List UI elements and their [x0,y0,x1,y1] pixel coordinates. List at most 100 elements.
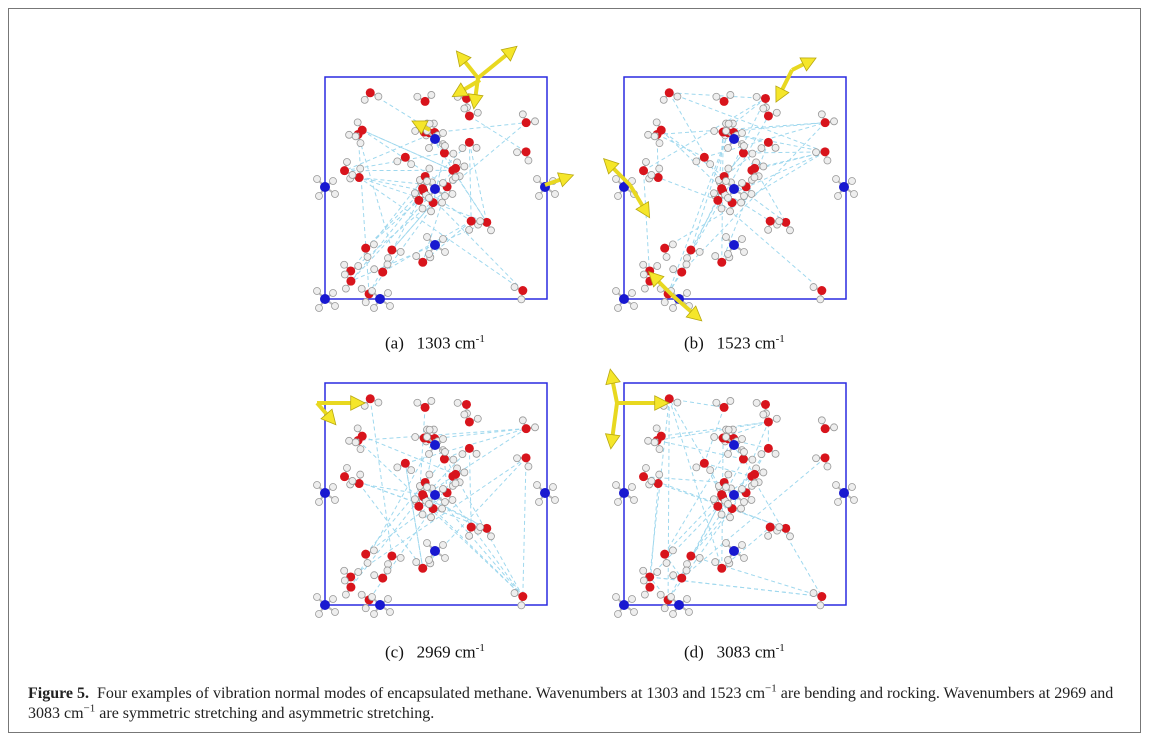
oxygen [665,88,674,97]
hydrogen [725,501,732,508]
oxygen [465,138,474,147]
hydrogen [371,305,378,312]
oxygen [686,551,695,560]
hydrogen [341,577,348,584]
carbon [320,294,330,304]
oxygen [761,400,770,409]
hydrogen [342,591,349,598]
hydrogen [725,165,732,172]
hydrogen [641,285,648,292]
oxygen [750,164,759,173]
hydrogen [534,482,541,489]
hbond [668,399,669,600]
hydrogen [765,532,772,539]
hydrogen [642,158,649,165]
oxygen [660,244,669,253]
hydrogen [474,109,481,116]
hydrogen [817,296,824,303]
oxygen [421,97,430,106]
hydrogen [474,415,481,422]
hydrogen [851,497,858,504]
hydrogen [442,193,449,200]
hydrogen [640,577,647,584]
carbon [619,600,629,610]
panel-caption: (a) 1303 cm-1 [385,333,485,354]
hydrogen [660,96,667,103]
hydrogen [670,611,677,618]
hydrogen [772,450,779,457]
hydrogen [352,133,359,140]
hydrogen [424,178,431,185]
hydrogen [760,469,767,476]
hydrogen [738,199,745,206]
panel-sup: -1 [776,642,785,654]
hydrogen [739,180,746,187]
oxygen [440,455,449,464]
oxygen [821,118,830,127]
oxygen [387,551,396,560]
carbon [674,600,684,610]
hydrogen [461,411,468,418]
hydrogen [727,91,734,98]
hydrogen [364,253,371,260]
hydrogen [370,241,377,248]
hydrogen [440,486,447,493]
hydrogen [525,157,532,164]
hydrogen [357,446,364,453]
carbon [320,182,330,192]
hydrogen [426,451,433,458]
oxygen [657,432,666,441]
hydrogen [741,193,748,200]
hydrogen [654,569,661,576]
hydrogen [640,271,647,278]
hydrogen [696,248,703,255]
panel-caption: (d) 3083 cm-1 [684,642,785,663]
hydrogen [739,130,746,137]
carbon [729,134,739,144]
hydrogen [461,163,468,170]
oxygen [340,472,349,481]
oxygen [418,564,427,573]
hydrogen [332,609,339,616]
hydrogen [776,524,783,531]
hydrogen [450,150,457,157]
hydrogen [414,93,421,100]
hydrogen [615,611,622,618]
hydrogen [760,411,767,418]
hydrogen [375,93,382,100]
hydrogen [749,150,756,157]
hydrogen [358,285,365,292]
hydrogen [394,158,401,165]
hydrogen [851,191,858,198]
hydrogen [723,234,730,241]
hydrogen [773,109,780,116]
hydrogen [426,145,433,152]
oxygen [817,286,826,295]
hydrogen [316,193,323,200]
hydrogen [670,305,677,312]
hydrogen [452,174,459,181]
hbond [691,509,732,556]
panel-label: (b) [684,334,704,353]
hydrogen [683,261,690,268]
panel-value: 2969 cm [417,643,476,662]
oxygen [766,217,775,226]
caption-label: Figure 5. [28,685,89,702]
hydrogen [833,176,840,183]
hbond [661,130,721,188]
hydrogen [723,434,730,441]
oxygen [366,394,375,403]
hydrogen [428,397,435,404]
hydrogen [723,128,730,135]
hydrogen [414,399,421,406]
hydrogen [442,143,449,150]
oxygen [720,97,729,106]
carbon [430,134,440,144]
hydrogen [835,499,842,506]
panel-label: (a) [385,334,404,353]
hydrogen [426,165,433,172]
hydrogen [426,557,433,564]
hydrogen [442,499,449,506]
hydrogen [397,248,404,255]
hydrogen [657,591,664,598]
